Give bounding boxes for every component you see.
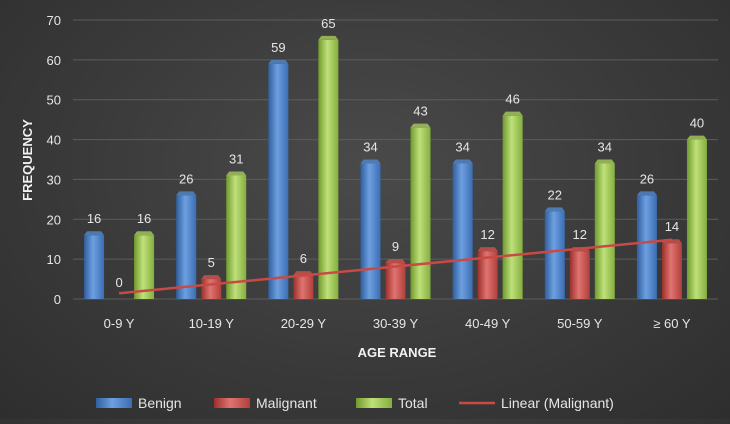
bar-malignant — [569, 251, 590, 299]
y-tick-label: 0 — [54, 292, 61, 307]
legend-swatch-malignant — [214, 398, 250, 408]
y-tick-label: 60 — [47, 53, 61, 68]
bar-top-total — [594, 159, 615, 164]
bar-top-malignant — [477, 247, 498, 252]
x-axis-ticks: 0-9 Y 10-19 Y 20-29 Y 30-39 Y 40-49 Y 50-59 Y… — [104, 316, 691, 331]
data-label-total: 31 — [229, 151, 243, 166]
bar-top-total — [318, 35, 339, 40]
data-label-total: 65 — [321, 16, 335, 31]
bar-total — [686, 139, 707, 299]
bar-top-benign — [268, 59, 289, 64]
legend-swatch-benign — [96, 398, 132, 408]
legend-label-trendline: Linear (Malignant) — [501, 395, 614, 411]
bar-total — [502, 115, 523, 300]
data-label-malignant: 0 — [115, 275, 122, 290]
bar-benign — [360, 163, 381, 299]
data-label-malignant: 12 — [573, 227, 587, 242]
data-label-benign: 26 — [640, 171, 654, 186]
x-axis-title: AGE RANGE — [358, 345, 437, 360]
bar-top-total — [502, 111, 523, 116]
bar-benign — [268, 63, 289, 299]
data-label-benign: 34 — [455, 139, 469, 154]
legend-label-benign: Benign — [138, 395, 182, 411]
data-labels: 16 0 16 26 5 31 59 6 65 34 9 43 34 12 46 22 12 34 26 14 40 — [87, 16, 704, 290]
y-tick-label: 50 — [47, 93, 61, 108]
x-tick-label: 40-49 Y — [465, 316, 511, 331]
y-tick-label: 40 — [47, 133, 61, 148]
bar-benign — [636, 195, 657, 299]
bar-benign — [544, 211, 565, 299]
bar-total — [410, 127, 431, 299]
bars — [84, 35, 707, 300]
data-label-benign: 59 — [271, 40, 285, 55]
bar-top-malignant — [385, 259, 406, 264]
bar-malignant — [661, 243, 682, 299]
bar-total — [594, 163, 615, 299]
data-label-benign: 22 — [548, 187, 562, 202]
bar-benign — [452, 163, 473, 299]
bar-benign — [84, 235, 105, 299]
data-label-malignant: 14 — [665, 219, 679, 234]
bar-benign — [176, 195, 197, 299]
bar-top-benign — [452, 159, 473, 164]
data-label-benign: 16 — [87, 211, 101, 226]
data-label-malignant: 5 — [208, 255, 215, 270]
bar-top-total — [686, 135, 707, 140]
data-label-benign: 26 — [179, 171, 193, 186]
legend: Benign Malignant Total Linear (Malignant) — [96, 395, 614, 411]
data-label-total: 16 — [137, 211, 151, 226]
bar-top-benign — [84, 231, 105, 236]
y-axis-title: FREQUENCY — [20, 119, 35, 201]
bar-top-total — [134, 231, 155, 236]
y-tick-label: 20 — [47, 212, 61, 227]
data-label-total: 34 — [598, 139, 612, 154]
y-tick-label: 10 — [47, 252, 61, 267]
bar-malignant — [385, 263, 406, 299]
bar-top-benign — [544, 207, 565, 212]
trendline — [118, 238, 673, 295]
bar-top-total — [226, 171, 247, 176]
legend-swatch-total — [356, 398, 392, 408]
bar-malignant — [201, 279, 222, 299]
x-tick-label: 0-9 Y — [104, 316, 135, 331]
legend-label-total: Total — [398, 395, 428, 411]
data-label-malignant: 9 — [392, 239, 399, 254]
bar-top-benign — [360, 159, 381, 164]
bar-top-malignant — [201, 275, 222, 280]
bar-malignant — [293, 275, 314, 299]
bar-top-benign — [636, 191, 657, 196]
data-label-total: 40 — [690, 116, 704, 131]
x-tick-label: 10-19 Y — [189, 316, 235, 331]
x-tick-label: 50-59 Y — [557, 316, 603, 331]
x-tick-label: 20-29 Y — [281, 316, 327, 331]
gridlines — [73, 19, 718, 300]
bar-malignant — [477, 251, 498, 299]
data-label-malignant: 12 — [480, 227, 494, 242]
y-axis-ticks: 0 10 20 30 40 50 60 70 — [47, 13, 61, 307]
bar-total — [226, 175, 247, 299]
bar-top-benign — [176, 191, 197, 196]
bar-total — [318, 39, 339, 300]
bar-total — [134, 235, 155, 299]
trendline-layer — [118, 238, 673, 295]
y-tick-label: 30 — [47, 172, 61, 187]
data-label-malignant: 6 — [300, 251, 307, 266]
x-tick-label: 30-39 Y — [373, 316, 419, 331]
data-label-total: 43 — [413, 104, 427, 119]
x-tick-label: ≥ 60 Y — [653, 316, 691, 331]
y-tick-label: 70 — [47, 13, 61, 28]
data-label-total: 46 — [505, 92, 519, 107]
data-label-benign: 34 — [363, 139, 377, 154]
bar-top-total — [410, 123, 431, 128]
legend-label-malignant: Malignant — [256, 395, 317, 411]
